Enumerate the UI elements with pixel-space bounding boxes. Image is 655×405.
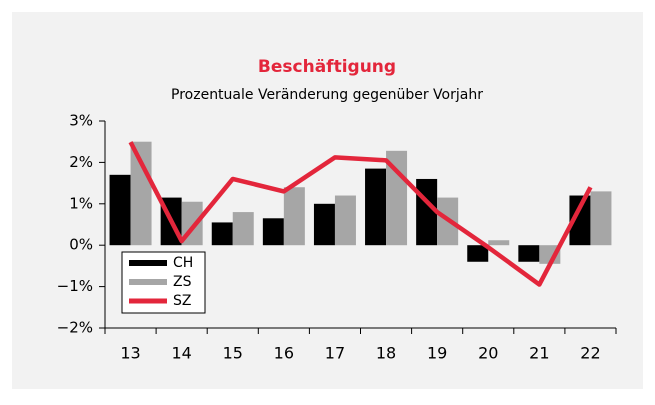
bar [488, 240, 510, 246]
x-tick-label: 18 [376, 344, 396, 363]
x-tick-label: 16 [274, 344, 294, 363]
line-series [128, 141, 593, 287]
bar [590, 191, 612, 246]
bar [232, 212, 254, 246]
chart-subtitle: Prozentuale Veränderung gegenüber Vorjah… [171, 87, 483, 103]
legend-label: SZ [173, 293, 191, 309]
legend: CH ZS SZ [121, 251, 206, 314]
x-tick-label: 15 [223, 344, 243, 363]
x-tick-label: 14 [171, 344, 191, 363]
bar [262, 218, 284, 246]
bar [130, 141, 152, 246]
legend-label: CH [173, 255, 193, 271]
y-tick-label: 1% [69, 194, 93, 212]
chart-title: Beschäftigung [258, 57, 396, 77]
bar [334, 195, 356, 246]
bar [283, 187, 305, 246]
x-tick-label: 21 [529, 344, 549, 363]
bar [211, 222, 233, 246]
y-tick-label: 2% [69, 153, 93, 171]
x-tick-label: 17 [325, 344, 345, 363]
bar [569, 195, 591, 246]
y-tick-label: −1% [57, 277, 93, 295]
y-tick-label: −2% [57, 319, 93, 337]
bar [109, 174, 131, 246]
bar [518, 245, 540, 262]
x-tick-label: 19 [427, 344, 447, 363]
bar [467, 245, 489, 262]
bar [365, 168, 387, 246]
legend-label: ZS [173, 274, 192, 290]
bar [313, 203, 335, 246]
y-tick-label: 0% [69, 236, 93, 254]
x-tick-label: 22 [580, 344, 600, 363]
x-tick-label: 13 [120, 344, 140, 363]
y-tick-label: 3% [69, 112, 93, 130]
x-tick-label: 20 [478, 344, 498, 363]
